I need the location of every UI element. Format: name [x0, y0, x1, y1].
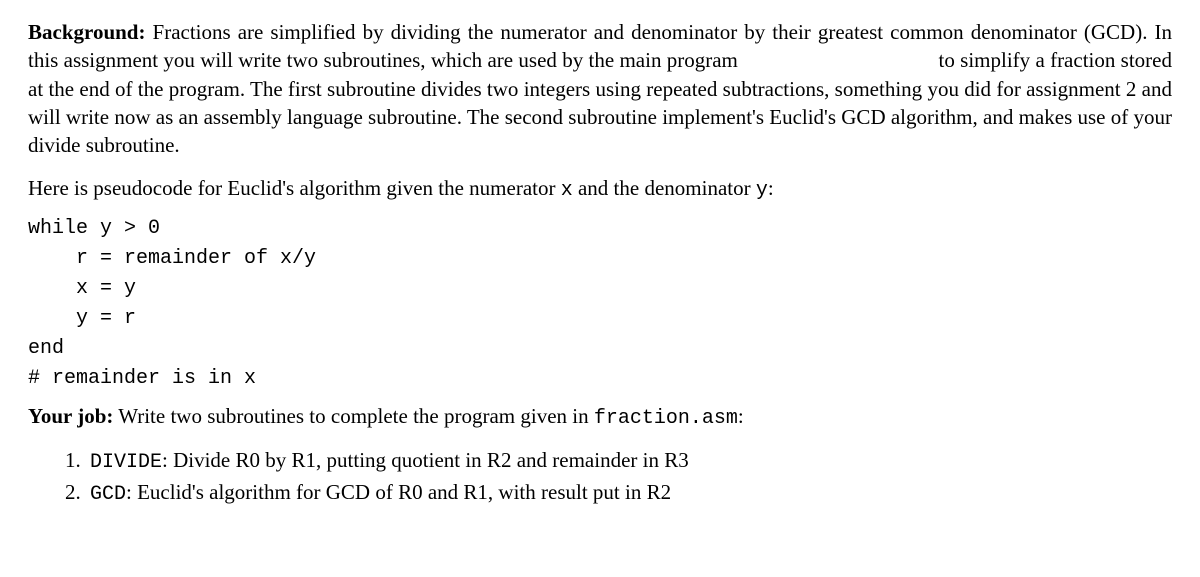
your-job-text-before: Write two subroutines to complete the pr…	[113, 404, 594, 428]
pseudo-intro-suffix: :	[768, 176, 774, 200]
task-desc: : Euclid's algorithm for GCD of R0 and R…	[126, 480, 671, 504]
task-desc: : Divide R0 by R1, putting quotient in R…	[162, 448, 689, 472]
your-job-label: Your job:	[28, 404, 113, 428]
pseudo-var-y: y	[756, 179, 768, 202]
task-item: GCD: Euclid's algorithm for GCD of R0 an…	[86, 478, 1172, 508]
task-item: DIVIDE: Divide R0 by R1, putting quotien…	[86, 446, 1172, 476]
pseudo-intro-mid: and the denominator	[573, 176, 756, 200]
pseudo-intro-prefix: Here is pseudocode for Euclid's algorith…	[28, 176, 561, 200]
task-name: GCD	[90, 483, 126, 506]
your-job-text-after: :	[738, 404, 744, 428]
task-list: DIVIDE: Divide R0 by R1, putting quotien…	[28, 446, 1172, 508]
background-paragraph: Background: Fractions are simplified by …	[28, 18, 1172, 160]
task-name: DIVIDE	[90, 451, 162, 474]
your-job-paragraph: Your job: Write two subroutines to compl…	[28, 402, 1172, 432]
pseudocode-intro: Here is pseudocode for Euclid's algorith…	[28, 174, 1172, 204]
pseudocode-block: while y > 0 r = remainder of x/y x = y y…	[28, 214, 1172, 394]
your-job-filename: fraction.asm	[594, 407, 738, 430]
pseudo-var-x: x	[561, 179, 573, 202]
blank-program-name	[743, 46, 933, 67]
background-label: Background:	[28, 20, 145, 44]
